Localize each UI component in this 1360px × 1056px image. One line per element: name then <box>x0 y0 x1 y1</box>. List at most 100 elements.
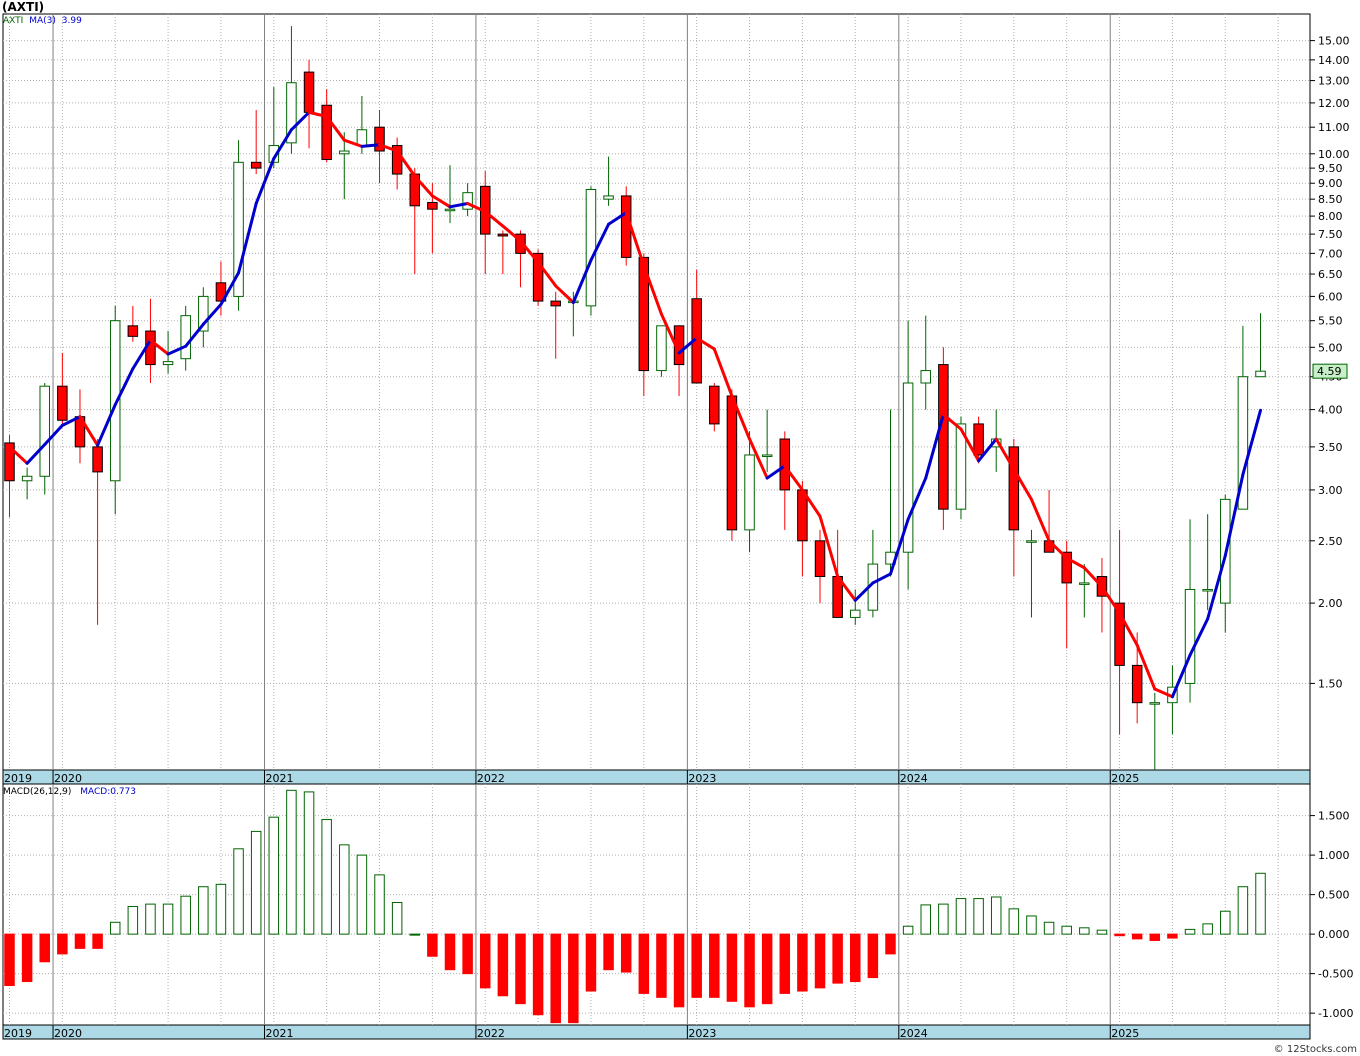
ma-segment <box>1206 554 1227 621</box>
macd-bar-negative <box>427 933 438 957</box>
ma-segment <box>43 423 64 446</box>
macd-bar-positive <box>990 896 1002 935</box>
candle-down <box>4 442 15 482</box>
candle-up <box>656 325 667 372</box>
macd-bar-negative <box>74 933 86 949</box>
macd-bar-negative <box>1167 933 1178 939</box>
ma-segment <box>818 514 840 578</box>
macd-year-label: 2022 <box>477 1027 505 1040</box>
macd-bar-positive <box>1008 908 1020 935</box>
macd-tick-label: 0.500 <box>1318 889 1350 902</box>
candle-up <box>1026 540 1037 543</box>
candle-down <box>1114 602 1125 666</box>
macd-bar-negative <box>57 933 68 955</box>
price-tick-label: 8.00 <box>1318 210 1343 223</box>
ma-segment <box>1118 611 1139 647</box>
candle-up <box>39 385 50 477</box>
ma-segment <box>342 138 364 148</box>
candle-up <box>233 161 244 297</box>
candle-up <box>850 609 861 618</box>
ma-segment <box>1153 687 1174 699</box>
macd-bar-positive <box>1061 925 1072 935</box>
macd-bar-negative <box>515 933 526 1005</box>
price-tick-label: 5.50 <box>1318 315 1343 328</box>
macd-bar-positive <box>955 898 967 935</box>
candle-down <box>92 446 103 473</box>
ma-segment <box>765 464 787 480</box>
macd-bar-negative <box>4 933 15 986</box>
ma-segment <box>96 403 117 447</box>
macd-bar-positive <box>1043 921 1055 935</box>
candle-down <box>973 423 984 456</box>
candle-down <box>638 256 650 372</box>
candle-down <box>726 395 738 531</box>
ma-segment <box>800 488 822 518</box>
macd-bar-positive <box>1237 886 1249 935</box>
macd-bar-negative <box>444 933 456 971</box>
macd-bar-negative <box>885 933 896 955</box>
price-tick-label: 3.00 <box>1318 484 1343 497</box>
macd-year-label: 2024 <box>900 1027 928 1040</box>
price-tick-label: 2.50 <box>1318 535 1343 548</box>
price-year-label: 2024 <box>900 772 928 785</box>
macd-bar-negative <box>691 933 702 998</box>
ma-segment <box>1065 556 1086 570</box>
ma-segment <box>536 260 558 288</box>
candle-down <box>515 233 526 254</box>
candle-down <box>374 126 385 152</box>
macd-bar-positive <box>374 874 385 935</box>
ma-segment <box>184 322 205 348</box>
legend-ma-value: 3.99 <box>61 16 82 26</box>
macd-bar-positive <box>1202 923 1213 935</box>
ma-segment <box>1047 539 1069 560</box>
legend-symbol: AXTI <box>3 16 24 26</box>
price-tick-label: 15.00 <box>1318 35 1350 48</box>
macd-bar-negative <box>814 933 826 989</box>
ma-segment <box>518 239 540 264</box>
price-tick-label: 1.50 <box>1318 677 1343 690</box>
ma-segment <box>378 143 399 153</box>
candle-down <box>550 300 561 307</box>
macd-bar-negative <box>568 933 579 1024</box>
ma-segment <box>254 157 276 205</box>
macd-bar-negative <box>744 933 755 1008</box>
macd-date-band <box>2 1024 1311 1040</box>
candle-up <box>356 129 368 147</box>
macd-bar-negative <box>532 933 544 1016</box>
ma-segment <box>571 258 593 305</box>
macd-bar-negative <box>797 933 808 992</box>
candle-up <box>180 315 191 360</box>
macd-bar-negative <box>462 933 473 975</box>
ma-segment <box>113 367 135 407</box>
ma-segment <box>994 437 1016 471</box>
candle-down <box>814 540 826 577</box>
macd-bar-positive <box>215 883 227 935</box>
last-price-label: 4.59 <box>1317 365 1342 378</box>
ma-segment <box>1135 643 1157 691</box>
macd-bar-positive <box>198 886 209 935</box>
ma-segment <box>430 194 452 209</box>
candle-up <box>286 82 297 144</box>
ma-segment <box>1170 653 1192 699</box>
ma-segment <box>60 415 82 427</box>
ma-segment <box>607 211 628 226</box>
site-credit: © 12Stocks.com <box>1273 1044 1357 1055</box>
price-year-label: 2020 <box>54 772 82 785</box>
candle-up <box>920 370 931 384</box>
candle-down <box>250 161 262 169</box>
price-tick-label: 14.00 <box>1318 54 1350 67</box>
macd-bar-positive <box>1079 927 1090 935</box>
candle-down <box>127 325 139 337</box>
ma-segment <box>219 271 241 306</box>
candle-down <box>215 282 227 302</box>
price-year-label: 2022 <box>477 772 505 785</box>
macd-bar-negative <box>1149 933 1161 941</box>
macd-bar-positive <box>145 903 156 935</box>
macd-bar-positive <box>286 789 297 935</box>
candle-up <box>339 150 350 155</box>
price-legend: AXTI MA(3) 3.99 <box>3 16 82 26</box>
ma-segment <box>448 201 470 209</box>
ma-segment <box>25 442 47 465</box>
candle-up <box>462 192 473 210</box>
macd-bar-negative <box>779 933 791 994</box>
